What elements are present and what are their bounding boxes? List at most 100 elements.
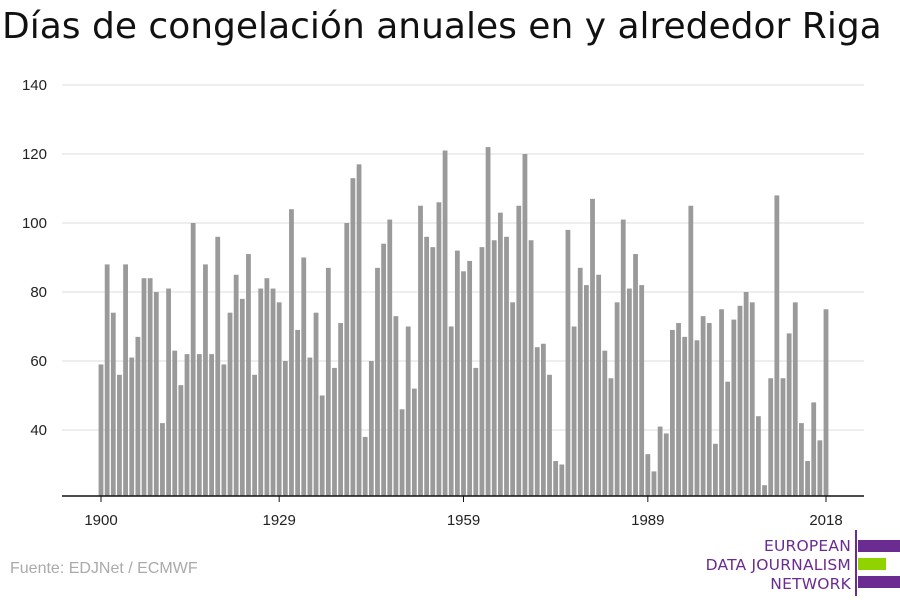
bar-2012	[786, 333, 792, 496]
chart-title: Días de congelación anuales en y alreded…	[2, 6, 882, 47]
bar-1930	[282, 361, 288, 496]
bar-1931	[289, 209, 294, 496]
bar-1989	[645, 454, 651, 496]
bar-1968	[516, 205, 522, 496]
bar-1963	[485, 147, 491, 496]
bar-1937	[325, 267, 331, 496]
bar-1982	[602, 350, 608, 496]
bar-2006	[749, 302, 755, 496]
bar-1950	[405, 326, 411, 496]
bar-2017	[817, 440, 823, 496]
bar-1900	[98, 364, 104, 496]
bar-1997	[694, 340, 700, 496]
bar-1996	[688, 205, 694, 496]
bar-1906	[135, 336, 141, 496]
bar-1935	[313, 312, 319, 496]
bar-1925	[252, 374, 257, 496]
bar-1905	[129, 357, 135, 496]
bar-1904	[123, 264, 128, 496]
bar-1949	[399, 409, 405, 496]
bar-1978	[577, 267, 583, 496]
bar-1909	[153, 292, 159, 496]
bar-1974	[553, 461, 559, 496]
bar-1927	[264, 278, 270, 496]
bar-1911	[166, 288, 171, 496]
bar-1992	[663, 433, 669, 496]
bar-1948	[393, 316, 399, 496]
bar-2005	[743, 292, 749, 496]
bar-1942	[356, 164, 362, 496]
x-tick-label-1959: 1959	[447, 512, 480, 529]
logo-bar-middle	[858, 558, 886, 570]
bar-1977	[571, 326, 577, 496]
bar-1938	[332, 367, 337, 496]
bar-1984	[614, 302, 620, 496]
bar-1914	[184, 354, 190, 496]
bar-1966	[504, 236, 509, 497]
bar-1916	[196, 354, 202, 496]
bar-1902	[110, 312, 116, 496]
bar-1994	[676, 323, 681, 496]
bar-1926	[258, 288, 264, 496]
edjnet-logo: EUROPEAN DATA JOURNALISM NETWORK	[700, 530, 900, 596]
bar-1924	[246, 254, 251, 496]
bar-1940	[344, 223, 350, 496]
bar-1939	[338, 323, 344, 496]
y-tick-label-140: 140	[22, 77, 47, 94]
bar-1908	[147, 278, 153, 496]
bar-1955	[436, 202, 442, 497]
bar-2014	[799, 423, 804, 496]
bar-1986	[626, 288, 632, 496]
bar-1971	[534, 347, 540, 496]
bar-2000	[713, 443, 718, 496]
bar-1952	[418, 205, 423, 496]
bar-1932	[295, 329, 301, 496]
bar-1954	[430, 247, 436, 496]
bar-1972	[540, 343, 546, 496]
bar-1990	[651, 471, 657, 496]
source-note: Fuente: EDJNet / ECMWF	[10, 560, 198, 577]
bar-1975	[559, 464, 565, 496]
bar-1967	[510, 302, 516, 496]
bar-1946	[381, 243, 387, 496]
bar-1973	[547, 374, 552, 496]
y-tick-label-120: 120	[22, 146, 47, 163]
bar-1965	[497, 212, 503, 496]
logo-bar-bottom	[858, 576, 900, 588]
logo-mark	[855, 530, 900, 596]
bar-2003	[731, 319, 737, 496]
y-tick-label-40: 40	[30, 422, 47, 439]
x-tick-label-1929: 1929	[262, 512, 295, 529]
bar-1923	[239, 298, 245, 496]
bar-1945	[375, 267, 380, 496]
bar-1956	[442, 150, 448, 497]
bar-1959	[461, 271, 466, 496]
bar-1922	[233, 274, 239, 496]
bar-1988	[639, 285, 645, 496]
bar-1921	[227, 312, 233, 496]
logo-text: EUROPEAN DATA JOURNALISM NETWORK	[706, 537, 851, 594]
logo-bar-top	[858, 540, 900, 552]
bar-2010	[774, 195, 780, 496]
bar-1980	[590, 198, 595, 496]
logo-divider	[855, 530, 857, 596]
bar-1999	[706, 323, 712, 496]
bar-1987	[633, 254, 638, 496]
bar-1947	[387, 219, 393, 497]
bar-1957	[448, 326, 454, 496]
bar-1953	[424, 236, 430, 497]
bar-1976	[565, 229, 571, 496]
y-tick-label-60: 60	[30, 353, 47, 370]
bar-1917	[203, 264, 208, 496]
logo-line-2: DATA JOURNALISM	[705, 556, 851, 574]
bar-1915	[190, 223, 196, 496]
bar-2009	[768, 378, 774, 496]
bar-1995	[682, 336, 688, 496]
bar-1964	[491, 240, 497, 496]
bar-1951	[411, 388, 417, 496]
bar-1985	[620, 219, 626, 497]
bar-2008	[762, 485, 767, 496]
bar-2011	[780, 378, 786, 496]
bar-1920	[221, 364, 227, 496]
bar-1913	[178, 385, 184, 496]
